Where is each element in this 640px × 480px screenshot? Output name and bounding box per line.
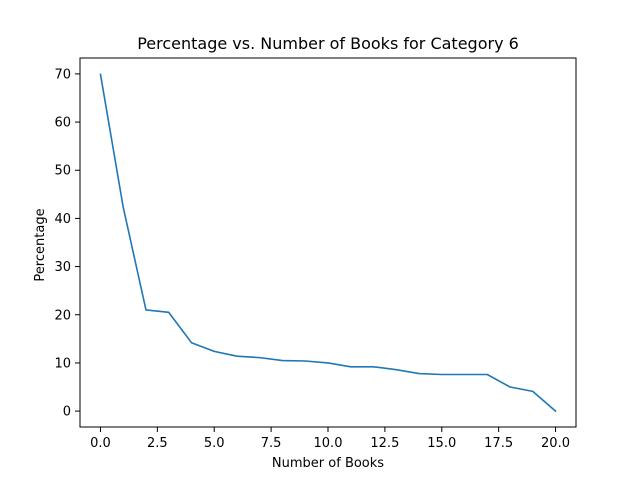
x-tick-label: 20.0 bbox=[541, 436, 570, 451]
y-axis-label: Percentage bbox=[33, 208, 48, 281]
x-axis: 0.0 2.5 5.0 7.5 10.0 12.5 15.0 17.5 20.0 bbox=[90, 427, 570, 451]
x-tick-label: 17.5 bbox=[484, 436, 513, 451]
plot-frame bbox=[79, 57, 577, 428]
y-tick-label: 10 bbox=[54, 356, 71, 371]
y-tick-label: 20 bbox=[54, 308, 71, 323]
y-axis: 0 10 20 30 40 50 60 70 bbox=[54, 67, 80, 420]
y-tick-label: 30 bbox=[54, 260, 71, 275]
y-tick-label: 40 bbox=[54, 212, 71, 227]
x-tick-label: 5.0 bbox=[204, 436, 225, 451]
x-tick-label: 2.5 bbox=[147, 436, 168, 451]
x-tick-label: 10.0 bbox=[314, 436, 343, 451]
series-line-0 bbox=[99, 73, 557, 413]
plot-area bbox=[79, 57, 577, 428]
y-tick-label: 0 bbox=[63, 405, 71, 420]
chart-title: Percentage vs. Number of Books for Categ… bbox=[137, 34, 519, 53]
x-tick-label: 15.0 bbox=[427, 436, 456, 451]
x-tick-label: 0.0 bbox=[90, 436, 111, 451]
y-tick-label: 70 bbox=[54, 67, 71, 82]
x-axis-label: Number of Books bbox=[272, 456, 384, 471]
x-tick-label: 7.5 bbox=[261, 436, 282, 451]
y-tick-label: 50 bbox=[54, 164, 71, 179]
y-tick-label: 60 bbox=[54, 116, 71, 131]
x-tick-label: 12.5 bbox=[370, 436, 399, 451]
